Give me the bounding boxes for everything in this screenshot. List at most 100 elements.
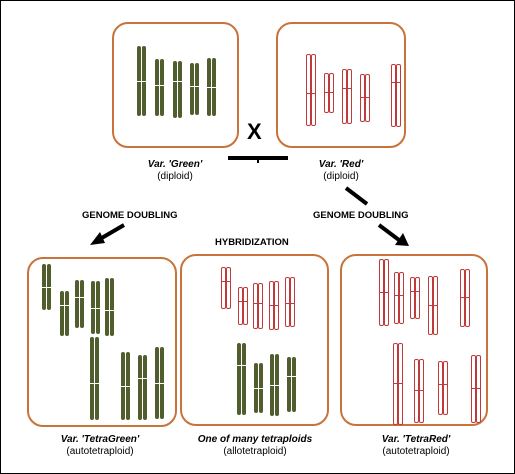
centromere-hybrid-5b: [290, 303, 295, 304]
centromere-tetragreen-5b: [110, 310, 115, 311]
arrow-left-shaft: [98, 223, 126, 241]
centromere-green-parent-4a: [190, 86, 195, 87]
chromosome-tetrared-6b: [398, 343, 403, 425]
chromosome-tetragreen-5a: [105, 278, 109, 336]
centromere-red-parent-4a: [360, 97, 365, 98]
caption-hybrid-title: One of many tetraploids: [197, 434, 313, 445]
chromosome-red-parent-1b: [311, 54, 316, 126]
centromere-tetragreen-7a: [121, 386, 126, 387]
centromere-green-parent-2b: [160, 85, 165, 86]
centromere-hybrid-6a: [237, 365, 242, 366]
centromere-green-parent-1b: [142, 81, 147, 82]
caption-tetragreen-title: Var. 'TetraGreen': [60, 434, 140, 445]
caption-red-parent: Var. 'Red' (diploid): [288, 159, 394, 183]
chromosome-tetragreen-5b: [110, 278, 114, 336]
centromere-tetragreen-6a: [90, 383, 95, 384]
chromosome-tetrared-5a: [460, 269, 465, 327]
centromere-red-parent-2b: [329, 92, 334, 93]
arrow-right-lower-shaft: [377, 223, 401, 242]
centromere-hybrid-7b: [259, 388, 264, 389]
chromosome-hybrid-3a: [253, 283, 258, 329]
chromosome-green-parent-2b: [160, 59, 164, 116]
centromere-green-parent-4b: [195, 86, 200, 87]
centromere-hybrid-8b: [275, 385, 280, 386]
centromere-tetrared-2b: [399, 295, 404, 296]
caption-red-ploidy: (diploid): [323, 171, 359, 182]
arrow-right-head: [395, 233, 409, 246]
centromere-red-parent-1a: [306, 93, 311, 94]
centromere-tetrared-4b: [433, 305, 438, 306]
centromere-tetragreen-6b: [95, 383, 100, 384]
caption-green-title: Var. 'Green': [147, 159, 203, 170]
centromere-tetrared-4a: [428, 305, 433, 306]
chromosome-green-parent-2a: [155, 59, 159, 116]
chromosome-tetrared-8a: [438, 361, 443, 415]
chromosome-tetragreen-8a: [138, 355, 142, 420]
chromosome-tetrared-2b: [399, 272, 404, 324]
centromere-hybrid-1a: [221, 281, 226, 282]
arrow-right-shaft: [344, 186, 369, 206]
label-hybridization: HYBRIDIZATION: [215, 237, 289, 248]
centromere-hybrid-7a: [254, 388, 259, 389]
centromere-tetrared-9b: [476, 388, 481, 389]
centromere-tetragreen-9b: [160, 383, 165, 384]
centromere-tetragreen-4a: [91, 308, 96, 309]
centromere-hybrid-3b: [258, 303, 263, 304]
centromere-tetragreen-1b: [47, 287, 52, 288]
centromere-tetragreen-3a: [75, 297, 80, 298]
centromere-hybrid-6b: [242, 365, 247, 366]
chromosome-hybrid-6b: [242, 343, 246, 415]
chromosome-red-parent-5a: [391, 64, 396, 127]
centromere-tetrared-5a: [460, 297, 465, 298]
label-genome-doubling-left: GENOME DOUBLING: [82, 210, 178, 221]
chromosome-red-parent-4a: [360, 74, 365, 122]
chromosome-tetragreen-4a: [91, 281, 95, 334]
chromosome-hybrid-1a: [221, 267, 226, 309]
caption-tetrared: Var. 'TetraRed' (autotetraploid): [346, 434, 486, 458]
chromosome-tetrared-7b: [419, 359, 424, 423]
chromosome-hybrid-5b: [290, 277, 295, 327]
centromere-hybrid-5a: [285, 303, 290, 304]
chromosome-tetrared-3b: [415, 277, 420, 319]
centromere-red-parent-4b: [365, 97, 370, 98]
centromere-tetrared-6a: [393, 383, 398, 384]
centromere-tetragreen-1a: [42, 287, 47, 288]
centromere-green-parent-2a: [155, 85, 160, 86]
centromere-tetrared-3a: [410, 291, 415, 292]
chromosome-red-parent-5b: [396, 64, 401, 127]
centromere-tetragreen-4b: [96, 308, 101, 309]
caption-green-parent: Var. 'Green' (diploid): [114, 159, 236, 183]
centromere-hybrid-9a: [287, 376, 292, 377]
centromere-tetragreen-3b: [80, 297, 85, 298]
centromere-green-parent-5a: [207, 87, 212, 88]
chromosome-hybrid-6a: [237, 343, 241, 415]
centromere-tetrared-8a: [438, 384, 443, 385]
centromere-red-parent-5b: [396, 82, 401, 83]
chromosome-hybrid-9a: [287, 357, 291, 412]
caption-tetragreen: Var. 'TetraGreen' (autotetraploid): [25, 434, 175, 458]
centromere-tetragreen-2a: [60, 305, 65, 306]
caption-green-ploidy: (diploid): [157, 171, 193, 182]
centromere-hybrid-2a: [238, 301, 243, 302]
caption-tetragreen-ploidy: (autotetraploid): [66, 446, 134, 457]
chromosome-green-parent-3b: [178, 61, 182, 118]
centromere-tetragreen-8a: [138, 378, 143, 379]
chromosome-red-parent-3a: [342, 69, 347, 124]
centromere-hybrid-4b: [274, 305, 279, 306]
chromosome-hybrid-9b: [292, 357, 296, 412]
centromere-red-parent-2a: [324, 92, 329, 93]
chromosome-green-parent-4b: [195, 63, 199, 115]
panel-red-parent: [276, 22, 406, 148]
chromosome-tetrared-6a: [393, 343, 398, 425]
chromosome-tetrared-3a: [410, 277, 415, 319]
caption-red-title: Var. 'Red': [318, 159, 364, 170]
chromosome-tetragreen-3a: [75, 280, 79, 328]
label-genome-doubling-right: GENOME DOUBLING: [313, 210, 409, 221]
centromere-red-parent-1b: [311, 93, 316, 94]
chromosome-tetragreen-8b: [143, 355, 147, 420]
chromosome-tetrared-8b: [443, 361, 448, 415]
centromere-red-parent-3a: [342, 88, 347, 89]
chromosome-tetrared-5b: [465, 269, 470, 327]
centromere-tetrared-2a: [394, 295, 399, 296]
